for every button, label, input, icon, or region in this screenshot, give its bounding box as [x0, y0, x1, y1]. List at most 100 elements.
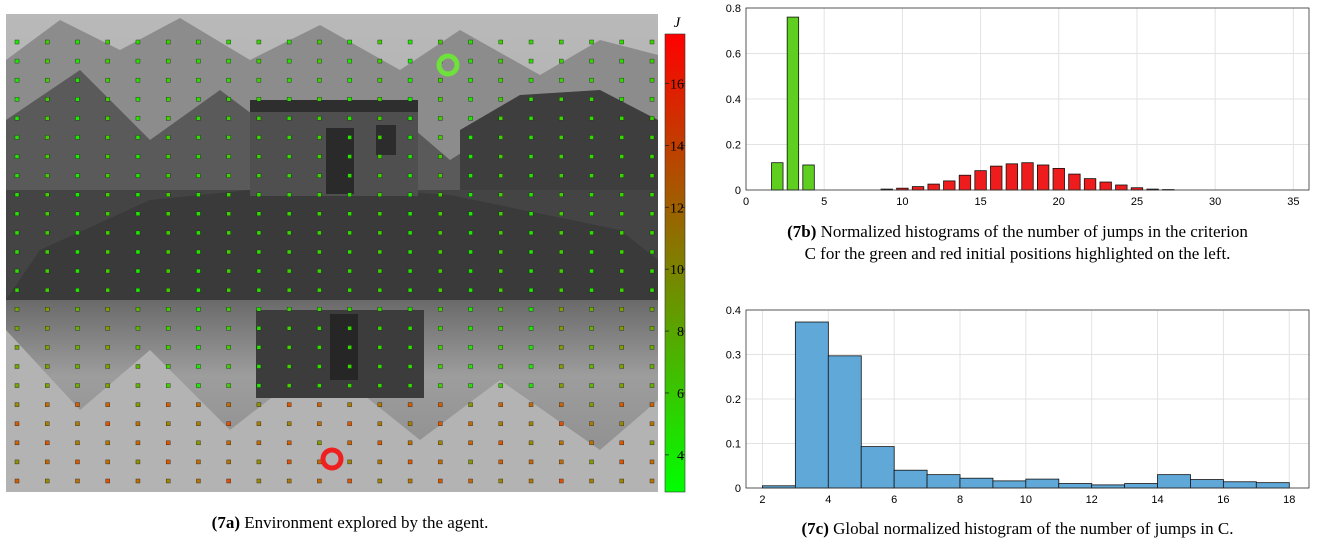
grid-point	[619, 154, 624, 159]
colorbar	[664, 33, 686, 493]
grid-point	[165, 77, 171, 83]
grid-point	[377, 135, 383, 140]
grid-point	[135, 268, 141, 274]
grid-point	[347, 421, 352, 426]
grid-point	[528, 345, 534, 350]
grid-point	[226, 77, 231, 83]
x-tick-label: 10	[896, 196, 908, 208]
grid-point	[498, 58, 504, 64]
x-tick-label: 16	[1217, 494, 1229, 506]
bar	[802, 164, 815, 191]
y-tick-label: 0.4	[726, 94, 741, 106]
grid-point	[256, 58, 262, 64]
grid-point	[226, 249, 231, 255]
grid-point	[75, 97, 80, 102]
grid-point	[619, 440, 624, 446]
grid-point	[559, 364, 564, 369]
grid-point	[407, 192, 413, 197]
bar	[1115, 184, 1128, 191]
bar	[1222, 481, 1257, 489]
bar	[893, 469, 928, 489]
grid-point	[438, 173, 443, 178]
grid-point	[14, 249, 20, 255]
grid-point	[226, 364, 231, 369]
grid-point	[468, 77, 473, 83]
grid-point	[589, 268, 594, 274]
grid-point	[286, 249, 292, 255]
grid-point	[45, 459, 50, 465]
grid-point	[498, 230, 504, 236]
grid-point	[317, 402, 322, 407]
grid-point	[135, 97, 141, 102]
bar	[958, 174, 972, 191]
grid-point	[135, 440, 141, 446]
grid-point	[377, 116, 383, 121]
grid-point	[286, 287, 292, 293]
grid-point	[589, 116, 594, 121]
grid-point	[498, 211, 504, 216]
grid-point	[377, 287, 383, 293]
grid-point	[317, 383, 322, 388]
grid-point	[649, 440, 655, 446]
caption-7b: (7b) Normalized histograms of the number…	[787, 222, 1248, 263]
grid-point	[75, 287, 80, 293]
grid-point	[14, 268, 20, 274]
grid-point	[105, 192, 110, 197]
grid-point	[317, 478, 322, 484]
grid-point	[347, 116, 352, 121]
grid-point	[196, 307, 201, 312]
grid-point	[528, 421, 534, 426]
grid-point	[45, 440, 50, 446]
grid-point	[14, 307, 20, 312]
grid-point	[649, 249, 655, 255]
grid-point	[649, 421, 655, 426]
grid-point	[135, 478, 141, 484]
grid-point	[135, 154, 141, 159]
grid-point	[45, 421, 50, 426]
grid-point	[528, 230, 534, 236]
grid-point	[105, 39, 110, 45]
grid-point	[256, 383, 262, 388]
colorbar-tick-label: 12	[670, 201, 684, 216]
grid-point	[468, 478, 473, 484]
grid-point	[619, 307, 624, 312]
grid-point	[347, 364, 352, 369]
grid-point	[317, 173, 322, 178]
grid-point	[498, 307, 504, 312]
grid-point	[347, 135, 352, 140]
grid-point	[196, 173, 201, 178]
grid-point	[498, 135, 504, 140]
grid-point	[498, 287, 504, 293]
y-tick-label: 0.1	[726, 439, 741, 451]
grid-point	[135, 39, 141, 45]
grid-point	[559, 173, 564, 178]
grid-point	[14, 192, 20, 197]
y-tick-label: 0.8	[726, 3, 741, 15]
grid-point	[407, 307, 413, 312]
grid-point	[105, 383, 110, 388]
caption-7c: (7c) Global normalized histogram of the …	[801, 519, 1234, 538]
grid-point	[135, 421, 141, 426]
bar	[1099, 181, 1112, 191]
grid-point	[45, 268, 50, 274]
x-tick-label: 5	[821, 196, 827, 208]
grid-point	[589, 421, 594, 426]
grid-point	[589, 154, 594, 159]
grid-point	[135, 402, 141, 407]
grid-point	[528, 173, 534, 178]
grid-point	[14, 97, 20, 102]
grid-point	[468, 383, 473, 388]
grid-point	[407, 39, 413, 45]
grid-point	[498, 402, 504, 407]
grid-point	[589, 230, 594, 236]
grid-point	[589, 97, 594, 102]
grid-point	[45, 116, 50, 121]
grid-point	[347, 97, 352, 102]
grid-point	[256, 116, 262, 121]
grid-point	[45, 173, 50, 178]
grid-point	[105, 440, 110, 446]
grid-point	[105, 77, 110, 83]
grid-point	[75, 230, 80, 236]
grid-point	[226, 58, 231, 64]
grid-point	[165, 116, 171, 121]
